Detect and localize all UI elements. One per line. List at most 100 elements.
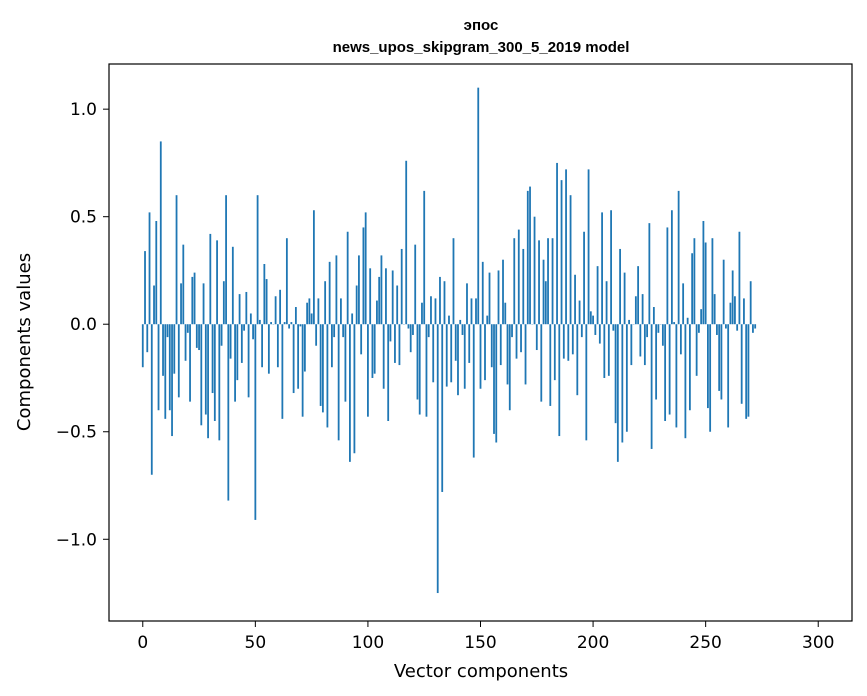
bar-4 (150, 324, 153, 475)
bar-99 (364, 212, 367, 325)
bar-67 (292, 324, 295, 394)
bar-153 (486, 315, 489, 325)
bar-182 (551, 238, 554, 325)
bar-150 (479, 324, 482, 389)
bar-40 (231, 246, 234, 325)
bar-170 (524, 324, 527, 385)
bar-122 (416, 324, 419, 400)
plot-frame (108, 63, 853, 622)
bar-147 (472, 324, 475, 458)
bar-107 (382, 324, 385, 389)
bar-70 (299, 324, 302, 327)
bar-243 (688, 324, 691, 411)
bar-264 (736, 324, 739, 331)
bar-217 (630, 324, 633, 366)
bar-1 (144, 251, 146, 325)
bar-31 (211, 324, 214, 394)
bar-236 (673, 322, 676, 325)
bar-18 (182, 244, 185, 325)
bar-163 (508, 324, 511, 411)
bar-22 (191, 276, 194, 325)
bar-226 (650, 324, 653, 449)
bar-140 (457, 324, 459, 396)
bar-260 (727, 324, 730, 428)
bar-172 (529, 186, 531, 325)
bar-160 (502, 259, 504, 325)
bar-17 (180, 283, 182, 325)
bar-121 (414, 244, 417, 325)
bar-128 (430, 296, 432, 325)
bar-38 (227, 324, 230, 501)
bar-249 (702, 220, 705, 325)
bar-179 (544, 281, 547, 325)
bar-0 (141, 324, 144, 368)
bar-177 (540, 324, 543, 402)
bar-225 (648, 223, 651, 325)
bar-69 (297, 324, 300, 389)
bar-9 (162, 324, 164, 376)
bar-113 (396, 285, 399, 325)
bar-157 (495, 324, 498, 443)
bar-105 (378, 276, 381, 325)
bar-103 (373, 324, 376, 374)
bar-261 (729, 302, 732, 325)
bar-268 (745, 324, 748, 419)
bar-43 (238, 294, 241, 325)
bar-104 (376, 300, 378, 325)
bar-242 (686, 317, 689, 325)
bar-45 (243, 324, 245, 331)
bar-267 (743, 298, 745, 325)
bar-167 (517, 229, 520, 325)
bar-62 (281, 324, 284, 419)
bar-85 (333, 324, 336, 338)
bar-142 (461, 324, 464, 335)
bar-14 (173, 324, 176, 374)
bar-124 (421, 302, 423, 325)
bar-203 (598, 324, 601, 344)
bar-8 (159, 141, 162, 325)
bar-169 (522, 248, 525, 325)
bar-256 (718, 324, 721, 391)
bar-78 (317, 298, 320, 325)
bar-194 (578, 300, 581, 325)
bar-192 (574, 274, 576, 325)
bar-88 (340, 298, 342, 325)
bar-171 (526, 190, 529, 325)
bar-158 (497, 270, 500, 325)
bar-29 (207, 324, 209, 439)
bar-123 (418, 324, 421, 415)
bars-group (141, 87, 757, 594)
bar-201 (594, 324, 597, 335)
bar-215 (625, 324, 628, 432)
bar-185 (558, 324, 561, 437)
bar-143 (463, 324, 466, 389)
bar-271 (752, 324, 754, 333)
x-axis-ticks: 0 50 100 150 200 250 300 (137, 621, 834, 653)
bar-13 (171, 324, 173, 437)
bar-127 (427, 324, 430, 338)
bar-248 (700, 309, 703, 325)
bar-100 (367, 324, 369, 417)
bar-37 (225, 195, 227, 325)
bar-49 (252, 324, 254, 340)
bar-223 (643, 324, 646, 366)
bar-156 (493, 324, 495, 434)
bar-63 (283, 322, 286, 325)
bar-237 (675, 324, 678, 428)
bar-11 (166, 324, 169, 338)
bar-81 (324, 281, 327, 325)
bar-56 (267, 324, 270, 374)
bar-82 (326, 324, 329, 428)
bar-210 (614, 324, 617, 424)
bar-115 (400, 248, 403, 325)
bar-269 (747, 324, 750, 417)
bar-16 (177, 324, 180, 398)
bar-247 (698, 324, 700, 333)
bar-24 (195, 324, 198, 348)
bar-3 (148, 212, 151, 325)
bar-239 (679, 324, 682, 355)
bar-130 (434, 298, 437, 325)
bar-181 (549, 324, 552, 406)
bar-53 (261, 324, 263, 368)
bar-258 (722, 259, 725, 325)
